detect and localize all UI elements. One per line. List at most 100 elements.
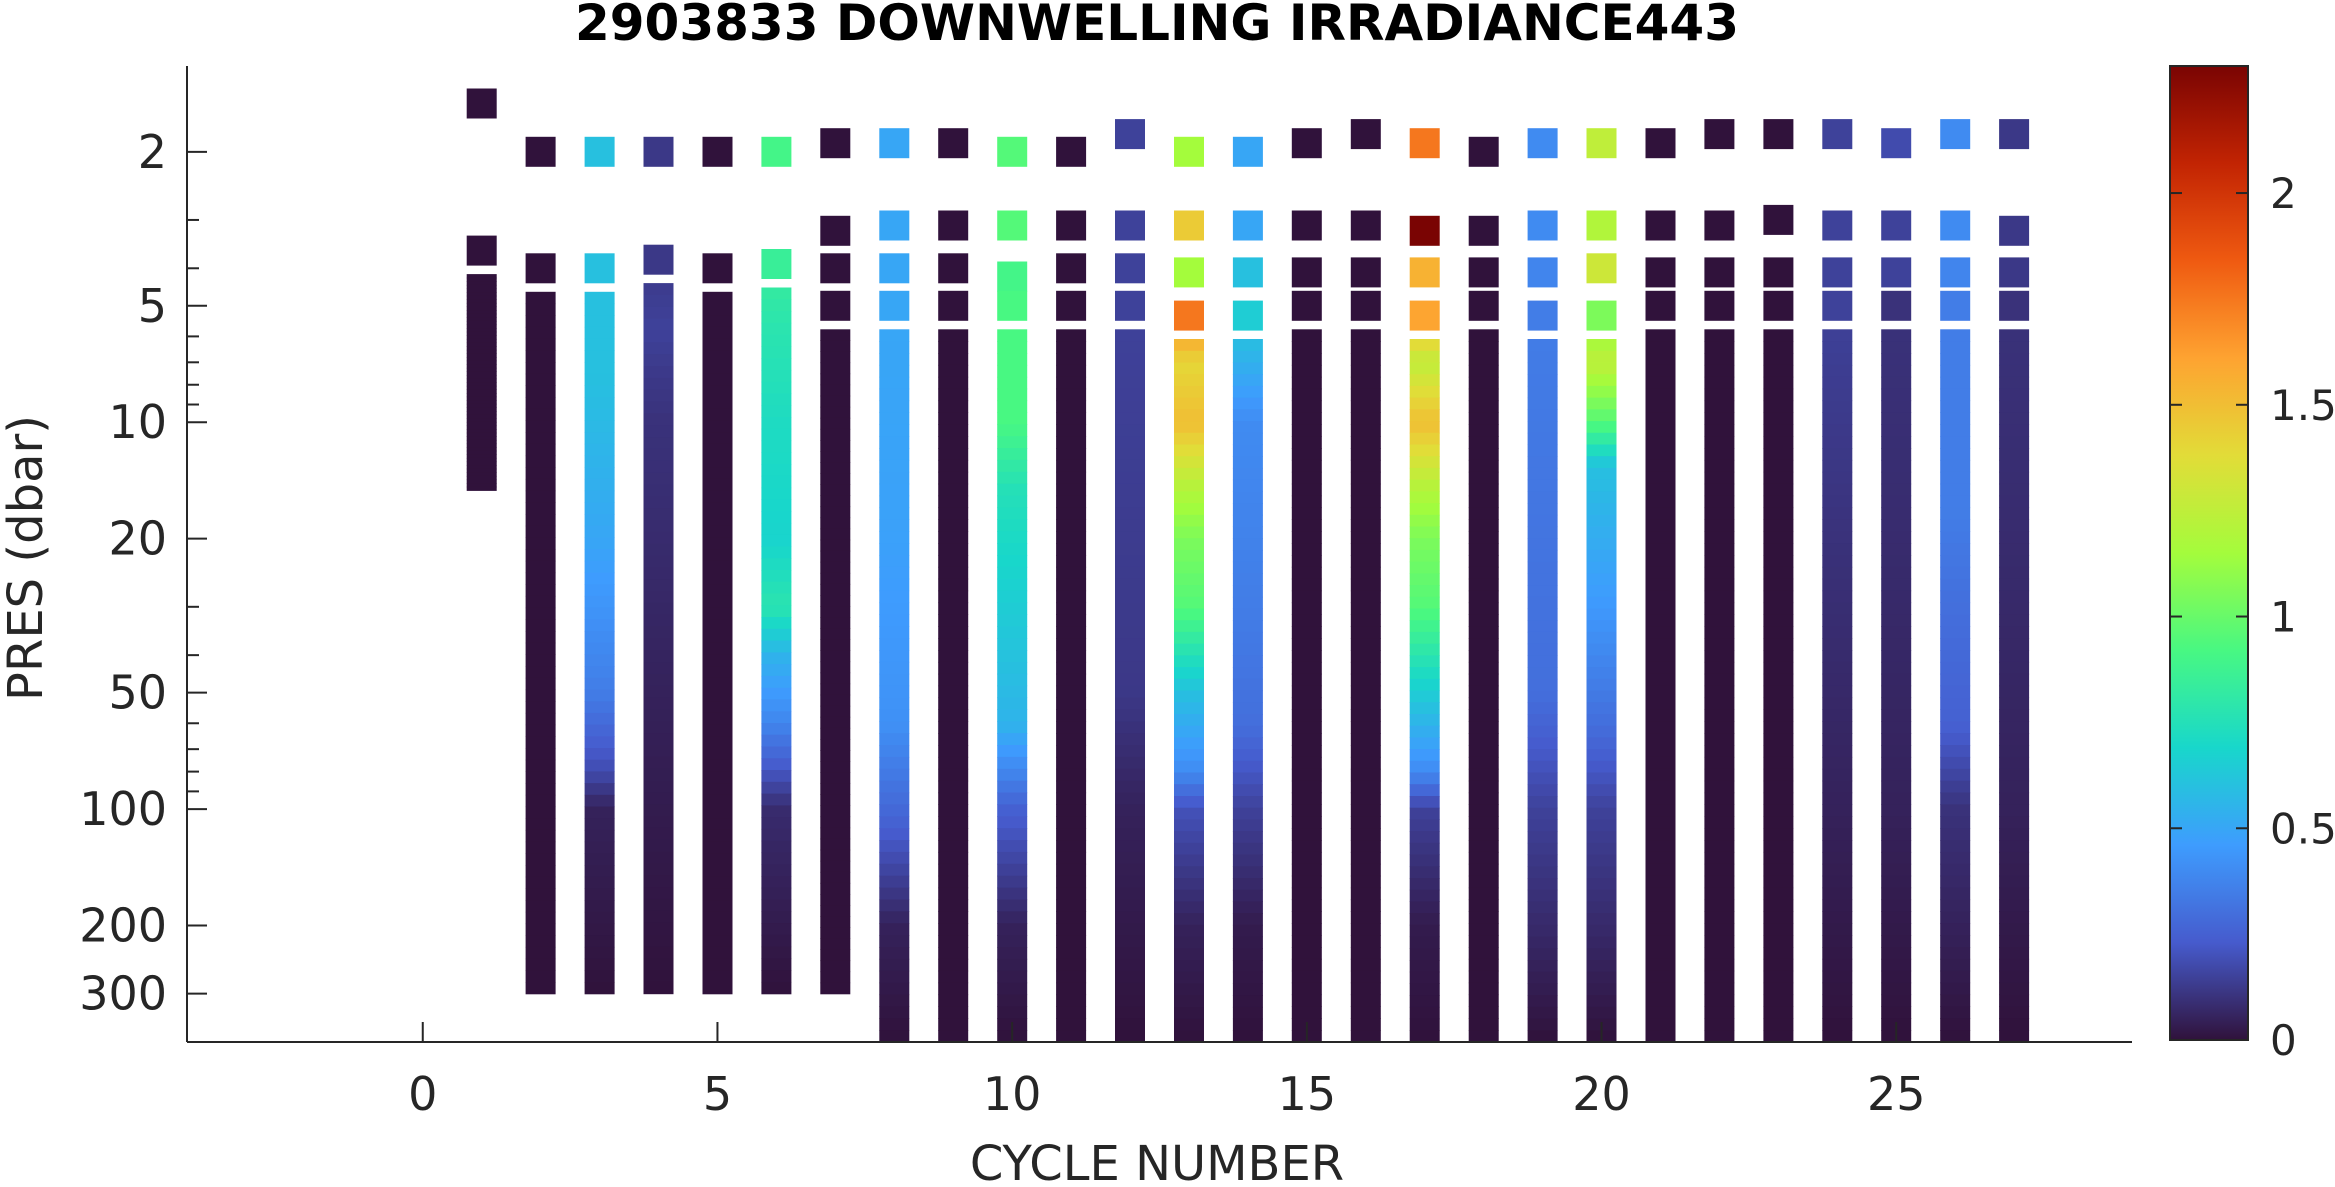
profile-segment xyxy=(1115,863,1145,877)
profile-segment xyxy=(1586,585,1617,598)
profile-segment xyxy=(1586,960,1617,973)
profile-segment xyxy=(1940,376,1971,390)
profile-segment xyxy=(879,1018,910,1031)
profile-segment xyxy=(525,373,556,386)
profile-segment xyxy=(584,572,615,585)
profile-segment xyxy=(761,393,792,406)
profile-segment xyxy=(1409,538,1440,551)
profile-segment xyxy=(997,756,1028,770)
profile-segment xyxy=(1174,585,1204,598)
profile-segment xyxy=(1822,566,1853,580)
profile-segment xyxy=(1999,899,2030,912)
profile-segment xyxy=(466,346,497,351)
profile-segment xyxy=(1468,935,1499,948)
profile-segment xyxy=(1527,995,1558,1008)
profile-segment xyxy=(466,328,497,333)
profile-segment xyxy=(879,958,910,972)
profile-segment xyxy=(938,661,969,675)
y-tick-label: 100 xyxy=(79,782,167,836)
profile-segment xyxy=(1763,923,1794,936)
profile-segment xyxy=(1056,697,1087,710)
profile-segment xyxy=(997,875,1028,889)
profile-segment xyxy=(1527,479,1558,492)
profile-segment xyxy=(466,461,497,466)
profile-segment xyxy=(938,412,969,425)
profile-segment xyxy=(1468,412,1499,425)
profile-segment xyxy=(1468,780,1499,794)
profile-segment xyxy=(997,768,1028,782)
profile-segment xyxy=(702,876,733,889)
profile-segment xyxy=(1881,923,1912,936)
profile-segment xyxy=(1174,409,1204,422)
profile-segment xyxy=(1881,519,1912,532)
profile-segment xyxy=(1056,673,1087,687)
profile-segment xyxy=(1763,840,1794,853)
profile-segment xyxy=(466,281,497,286)
profile-segment xyxy=(820,916,851,928)
colorbar xyxy=(2169,65,2249,1041)
profile-segment xyxy=(1468,721,1499,734)
profile-segment xyxy=(1999,638,2030,651)
profile-segment xyxy=(1645,578,1676,592)
profile-segment xyxy=(1115,923,1145,936)
profile-segment xyxy=(1291,531,1322,544)
profile-segment xyxy=(1468,578,1499,592)
profile-segment xyxy=(1350,804,1381,817)
profile-segment xyxy=(1115,911,1145,924)
profile-segment xyxy=(1527,1018,1558,1031)
profile-segment xyxy=(1763,828,1794,841)
profile-segment xyxy=(466,411,497,416)
profile-segment xyxy=(938,519,969,532)
profile-segment xyxy=(879,887,910,901)
profile-segment xyxy=(997,911,1028,924)
profile-segment xyxy=(1999,471,2030,485)
profile-segment xyxy=(1291,364,1322,378)
profile-segment xyxy=(643,887,674,900)
profile-segment xyxy=(879,935,910,948)
profile-segment xyxy=(1763,661,1794,675)
profile-segment xyxy=(1350,341,1381,354)
profile-segment xyxy=(1645,400,1676,413)
profile-segment xyxy=(761,876,792,889)
profile-segment xyxy=(1763,400,1794,413)
profile-segment xyxy=(1232,526,1263,539)
profile-segment xyxy=(702,467,733,480)
profile-segment xyxy=(466,403,497,408)
sample-square xyxy=(643,136,674,167)
profile-segment xyxy=(466,364,497,369)
profile-segment xyxy=(525,397,556,410)
profile-segment xyxy=(1586,655,1617,668)
profile-segment xyxy=(997,816,1028,829)
profile-segment xyxy=(1940,994,1971,1007)
profile-segment xyxy=(938,733,969,746)
profile-segment xyxy=(1881,626,1912,639)
profile-segment xyxy=(997,804,1028,817)
profile-segment xyxy=(1056,483,1087,497)
profile-cycle-25 xyxy=(1881,128,1912,1043)
profile-segment xyxy=(1822,626,1853,639)
profile-cycle-9 xyxy=(938,128,969,1043)
profile-segment xyxy=(1586,421,1617,434)
profile-segment xyxy=(1174,538,1204,551)
profile-segment xyxy=(1056,531,1087,544)
profile-segment xyxy=(1174,514,1204,528)
profile-segment xyxy=(702,748,733,761)
profile-segment xyxy=(1115,887,1145,901)
profile-segment xyxy=(1704,780,1735,794)
profile-segment xyxy=(584,701,615,714)
profile-segment xyxy=(584,689,615,702)
profile-segment xyxy=(1527,1006,1558,1020)
profile-segment xyxy=(584,619,615,632)
profile-segment xyxy=(820,750,851,762)
profile-segment xyxy=(1763,614,1794,627)
profile-segment xyxy=(643,520,674,533)
profile-segment xyxy=(1881,780,1912,794)
profile-segment xyxy=(643,366,674,379)
profile-segment xyxy=(1291,721,1322,734)
profile-cycle-26 xyxy=(1940,119,1971,1043)
profile-segment xyxy=(1115,626,1145,639)
profile-segment xyxy=(1940,483,1971,497)
profile-segment xyxy=(1881,733,1912,746)
profile-segment xyxy=(1232,819,1263,832)
profile-segment xyxy=(1409,889,1440,902)
